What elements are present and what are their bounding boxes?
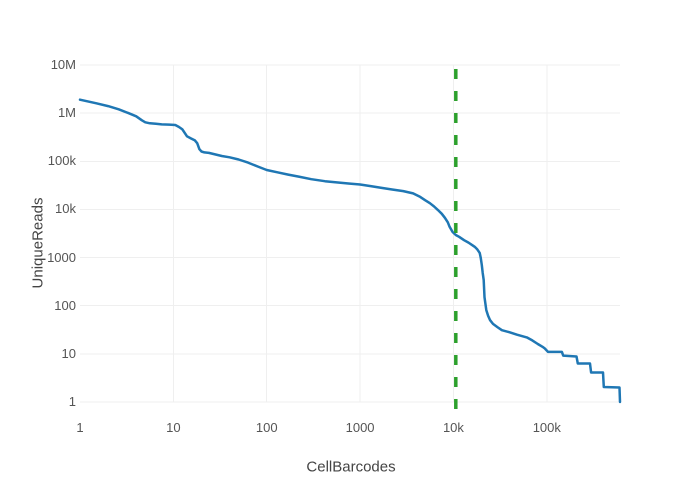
y-tick-1000: 1000 xyxy=(47,249,76,265)
barcode-rank-curve[interactable] xyxy=(78,98,622,404)
x-tick-10: 10 xyxy=(166,420,181,435)
y-tick-10: 10 xyxy=(61,345,76,361)
x-tick-1: 1 xyxy=(76,420,84,435)
x-tick-100k: 100k xyxy=(532,420,561,435)
y-tick-1: 1 xyxy=(68,394,76,409)
x-tick-1000: 1000 xyxy=(345,420,375,435)
y-tick-100: 100 xyxy=(54,297,76,313)
y-axis-title: UniqueReads xyxy=(29,197,47,289)
x-tick-10k: 10k xyxy=(442,420,464,435)
x-axis-title: CellBarcodes xyxy=(306,458,396,476)
y-tick-100k: 100k xyxy=(47,153,76,169)
x-tick-100: 100 xyxy=(255,420,278,435)
y-tick-10M: 10M xyxy=(50,57,76,72)
y-tick-10k: 10k xyxy=(55,201,76,217)
y-tick-1M: 1M xyxy=(57,105,76,121)
